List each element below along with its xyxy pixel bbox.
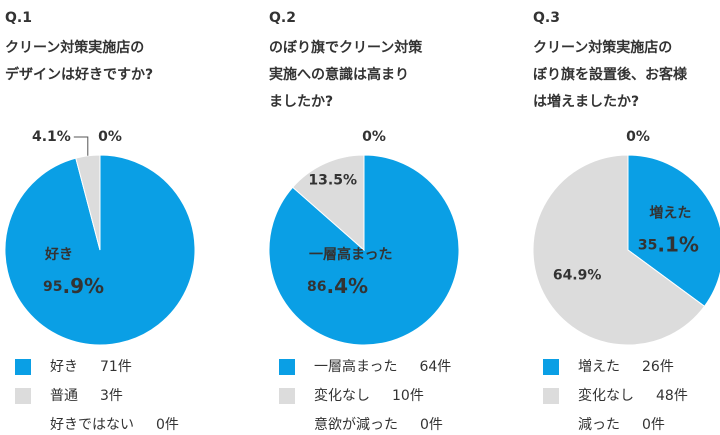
legend-label: 好き — [50, 359, 78, 375]
legend-count: 10件 — [392, 388, 424, 404]
slice-value-label: 0% — [626, 129, 650, 145]
pie-slice — [532, 154, 706, 346]
slice-value-label: 95.9% — [43, 274, 104, 298]
question-text: クリーン対策実施店の — [5, 39, 144, 56]
legend-label: 意欲が減った — [314, 416, 398, 433]
slice-value-label: 64.9% — [553, 268, 602, 284]
legend-swatch — [279, 388, 295, 404]
slice-value-label: 35.1% — [638, 232, 699, 256]
legend-swatch — [279, 359, 295, 375]
legend-label: 好きではない — [50, 417, 134, 433]
legend-swatch — [543, 359, 559, 375]
legend-label: 減った — [578, 416, 620, 433]
slice-value-label: 0% — [98, 129, 122, 145]
slice-value-label: 13.5% — [308, 173, 357, 189]
legend-label: 一層高まった — [314, 358, 397, 375]
question-text: ぼり旗を設置後、お客様 — [533, 66, 688, 83]
question-text: クリーン対策実施店の — [533, 39, 672, 56]
legend-count: 64件 — [419, 359, 451, 375]
legend-count: 0件 — [642, 417, 665, 433]
question-text: ましたか? — [269, 94, 333, 110]
question-text: は増えましたか? — [533, 93, 639, 110]
slice-value-label: 4.1% — [32, 129, 71, 145]
leader-line — [73, 136, 89, 156]
slice-value-label: 86.4% — [307, 274, 368, 298]
legend-label: 増えた — [578, 359, 620, 375]
pie-slice — [75, 154, 101, 251]
legend-count: 3件 — [100, 388, 123, 404]
legend-count: 26件 — [642, 359, 674, 375]
legend-label: 普通 — [50, 388, 78, 404]
legend-count: 48件 — [656, 388, 688, 404]
slice-value-label: 0% — [362, 129, 386, 145]
pie-slice — [627, 154, 720, 308]
slice-category: 好き — [44, 246, 73, 263]
legend-count: 0件 — [420, 417, 443, 433]
slice-category: 一層高まった — [309, 246, 392, 263]
legend-label: 変化なし — [314, 387, 370, 404]
question-text: デザインは好きですか? — [5, 66, 153, 83]
legend-label: 変化なし — [578, 387, 634, 404]
legend-count: 71件 — [100, 359, 132, 375]
question-text: 実施への意識は高まり — [269, 66, 409, 83]
question-number: Q.2 — [269, 10, 296, 26]
legend-swatch — [15, 359, 31, 375]
pie-slice — [291, 154, 365, 252]
slice-category: 増えた — [649, 205, 691, 222]
question-number: Q.3 — [533, 10, 560, 26]
question-number: Q.1 — [5, 10, 32, 26]
legend-swatch — [15, 388, 31, 404]
legend-count: 0件 — [156, 417, 179, 433]
question-text: のぼり旗でクリーン対策 — [269, 39, 423, 56]
legend-swatch — [543, 388, 559, 404]
